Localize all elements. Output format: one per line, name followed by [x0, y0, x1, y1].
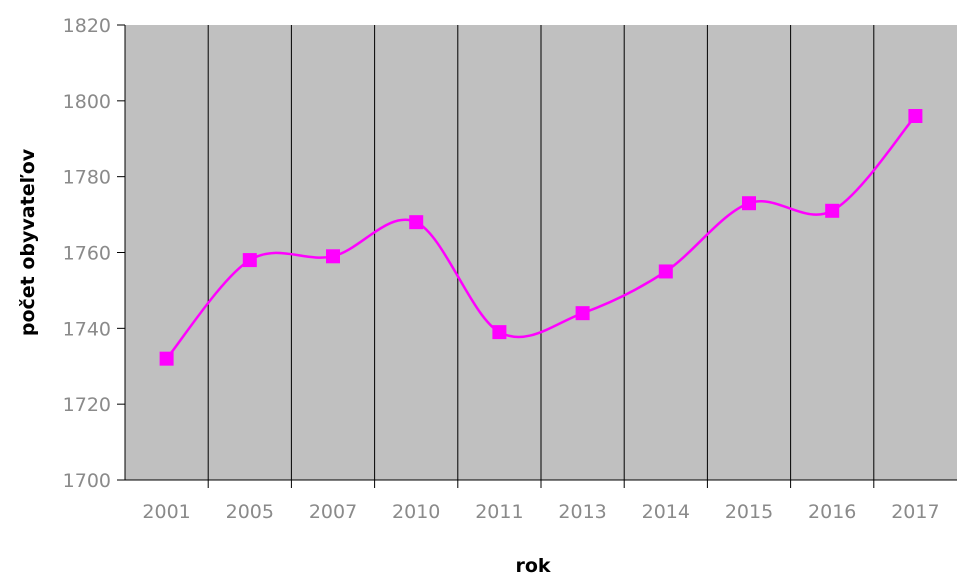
series-line	[165, 115, 917, 360]
x-tick-label: 2016	[808, 501, 856, 523]
x-tick-label: 2015	[725, 501, 773, 523]
y-tick-label: 1760	[63, 243, 111, 265]
data-point-marker	[409, 215, 424, 230]
y-tick-label: 1800	[63, 91, 111, 113]
vertical-grid	[207, 25, 875, 480]
data-point-marker	[575, 306, 590, 321]
x-axis-ticks: 2001 2005 2007 2010 2011 2013 2014 2015 2016 2017	[142, 480, 940, 523]
x-tick-label: 2007	[309, 501, 357, 523]
data-point-marker	[242, 253, 257, 268]
y-axis-ticks: 1700 1720 1740 1760 1780 1800 1820	[63, 15, 125, 492]
x-tick-label: 2001	[142, 501, 190, 523]
y-tick-label: 1820	[63, 15, 111, 37]
data-point-marker	[742, 196, 756, 211]
x-tick-label: 2005	[226, 501, 274, 523]
x-tick-label: 2011	[475, 501, 523, 523]
data-point-marker	[492, 325, 507, 340]
data-point-marker	[159, 351, 174, 366]
y-axis-title: počet obyvateľov	[17, 148, 39, 336]
x-tick-label: 2010	[392, 501, 440, 523]
x-axis-title: rok	[515, 555, 550, 577]
y-tick-label: 1700	[63, 470, 111, 492]
y-tick-label: 1740	[63, 318, 111, 340]
x-tick-label: 2017	[891, 501, 939, 523]
y-tick-label: 1780	[63, 167, 111, 189]
data-point-marker	[658, 264, 673, 279]
x-tick-label: 2014	[642, 501, 690, 523]
data-point-marker	[908, 109, 923, 123]
x-tick-label: 2013	[558, 501, 606, 523]
y-tick-label: 1720	[63, 394, 111, 416]
data-point-marker	[825, 203, 840, 218]
data-point-marker	[326, 249, 340, 264]
series-markers	[159, 109, 923, 366]
